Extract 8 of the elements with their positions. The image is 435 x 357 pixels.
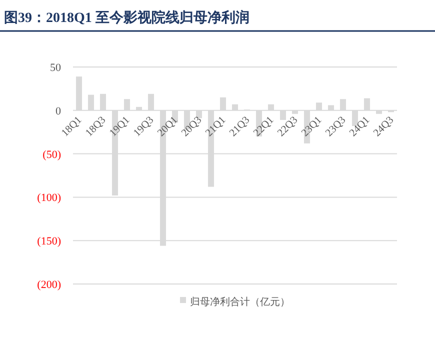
y-tick-label: 50 (50, 62, 62, 74)
y-tick-label: (100) (37, 192, 62, 204)
y-tick-label: 0 (56, 105, 62, 118)
chart-title: 图39：2018Q1 至今影视院线归母净利润 (4, 9, 250, 26)
y-tick-label: (50) (42, 148, 62, 161)
legend-label: 归母净利合计（亿元） (190, 296, 290, 308)
y-tick-label: (150) (37, 236, 62, 248)
y-tick-label: (200) (37, 279, 62, 291)
